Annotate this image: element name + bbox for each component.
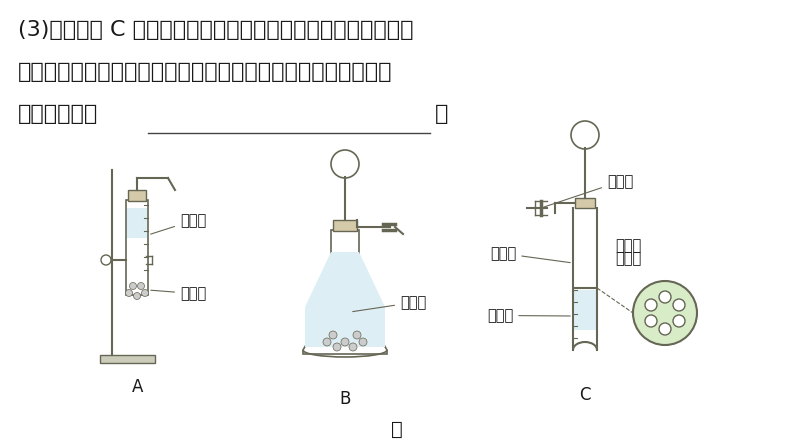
Text: B: B	[339, 390, 351, 408]
Text: 料隔板: 料隔板	[615, 251, 642, 266]
Polygon shape	[305, 252, 385, 347]
Text: 稀盐酸: 稀盐酸	[353, 295, 426, 312]
Circle shape	[673, 299, 685, 311]
Circle shape	[341, 338, 349, 346]
Text: 稀盐酸: 稀盐酸	[151, 213, 206, 234]
FancyBboxPatch shape	[127, 208, 147, 238]
Text: 。: 。	[435, 104, 449, 124]
Circle shape	[659, 323, 671, 335]
Circle shape	[129, 283, 137, 290]
Text: 夹，通过长颈漏斗注入稀盐酸，使酸液刚好浸没大理石，此时观: 夹，通过长颈漏斗注入稀盐酸，使酸液刚好浸没大理石，此时观	[18, 62, 392, 82]
Circle shape	[137, 283, 145, 290]
FancyBboxPatch shape	[575, 198, 595, 208]
Circle shape	[633, 281, 697, 345]
Text: (3)按图甲中 C 所示将大理石放在多孔塑料隔板上，若打开弹簧: (3)按图甲中 C 所示将大理石放在多孔塑料隔板上，若打开弹簧	[18, 20, 414, 40]
Text: A: A	[133, 378, 144, 396]
Circle shape	[333, 343, 341, 351]
FancyBboxPatch shape	[100, 355, 155, 363]
Circle shape	[359, 338, 367, 346]
FancyBboxPatch shape	[128, 190, 146, 201]
Text: 察到的现象是: 察到的现象是	[18, 104, 98, 124]
Circle shape	[125, 290, 133, 296]
Text: 大理石: 大理石	[490, 246, 570, 263]
Circle shape	[353, 331, 361, 339]
Circle shape	[659, 291, 671, 303]
Circle shape	[349, 343, 357, 351]
Text: 多孔塑: 多孔塑	[615, 238, 642, 253]
Circle shape	[329, 331, 337, 339]
Circle shape	[645, 315, 657, 327]
FancyBboxPatch shape	[333, 220, 357, 231]
Text: 大理石: 大理石	[151, 286, 206, 301]
Circle shape	[645, 299, 657, 311]
FancyBboxPatch shape	[574, 290, 596, 330]
Circle shape	[133, 292, 141, 299]
Text: C: C	[580, 386, 591, 404]
Text: 稀盐酸: 稀盐酸	[487, 308, 570, 323]
Text: 甲: 甲	[391, 420, 403, 439]
Circle shape	[323, 338, 331, 346]
Text: 弹簧夹: 弹簧夹	[544, 174, 634, 207]
Circle shape	[141, 290, 148, 296]
Circle shape	[673, 315, 685, 327]
